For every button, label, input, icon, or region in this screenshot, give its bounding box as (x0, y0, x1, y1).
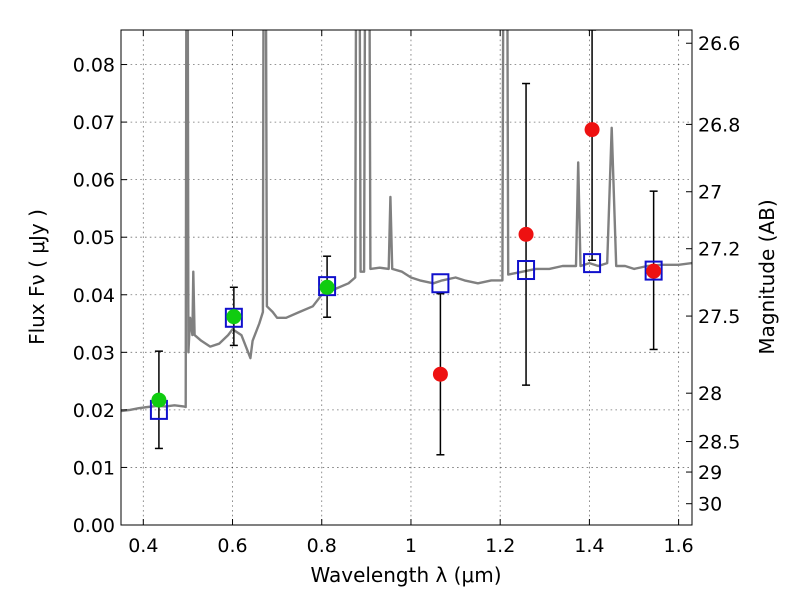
observed-point (518, 226, 534, 242)
y-tick-label: 0.03 (73, 342, 115, 364)
x-tick-label: 1.4 (574, 535, 604, 557)
errorbar-layer (154, 30, 658, 456)
right-tick-label: 28 (698, 383, 722, 405)
model-point-square (583, 253, 602, 274)
x-tick-label: 0.4 (128, 535, 158, 557)
x-tick-label: 1.6 (664, 535, 694, 557)
y-tick-label: 0.00 (73, 515, 115, 537)
observed-point (584, 122, 600, 138)
x-tick-label: 1 (405, 535, 417, 557)
grid-lines (121, 30, 692, 526)
y-tick-label: 0.08 (73, 55, 115, 77)
tick-layer: 0.4 0.6 0.8 1 1.2 1.4 1.6 0.00 0.01 0.02 0.03 0.04 0… (73, 30, 740, 557)
model-point-square (517, 260, 536, 281)
y-tick-label: 0.05 (73, 227, 115, 249)
x-axis-title: Wavelength λ (μm) (310, 563, 501, 587)
right-tick-label: 26.6 (698, 33, 740, 55)
x-tick-label: 0.8 (307, 535, 337, 557)
right-axis-title: Magnitude (AB) (755, 199, 779, 354)
x-tick-label: 0.6 (217, 535, 247, 557)
x-tick-label: 1.2 (485, 535, 515, 557)
observed-point (151, 392, 167, 408)
model-point-square (644, 260, 663, 281)
observed-point (432, 366, 448, 382)
spectrum-line (121, 30, 692, 413)
y-tick-label: 0.01 (73, 457, 115, 479)
right-tick-label: 27.5 (698, 306, 740, 328)
y-tick-label: 0.06 (73, 170, 115, 192)
right-tick-label: 28.5 (698, 432, 740, 454)
plot-frame (120, 29, 693, 526)
y-tick-label: 0.02 (73, 400, 115, 422)
model-point-square (431, 273, 450, 294)
model-point-square (318, 276, 337, 297)
observed-point (319, 279, 335, 295)
model-point-square (224, 307, 243, 328)
right-tick-label: 27.2 (698, 239, 740, 261)
marker-layer (149, 122, 663, 420)
right-tick-label: 27 (698, 182, 722, 204)
y-tick-label: 0.04 (73, 285, 115, 307)
observed-point (226, 309, 242, 325)
right-tick-label: 30 (698, 494, 722, 516)
spectrum-layer (121, 30, 692, 413)
observed-point (646, 263, 662, 279)
right-tick-label: 26.8 (698, 114, 740, 136)
y-tick-label: 0.07 (73, 112, 115, 134)
right-tick-label: 29 (698, 462, 722, 484)
y-axis-title: Flux Fν ( μJy ) (25, 209, 49, 345)
